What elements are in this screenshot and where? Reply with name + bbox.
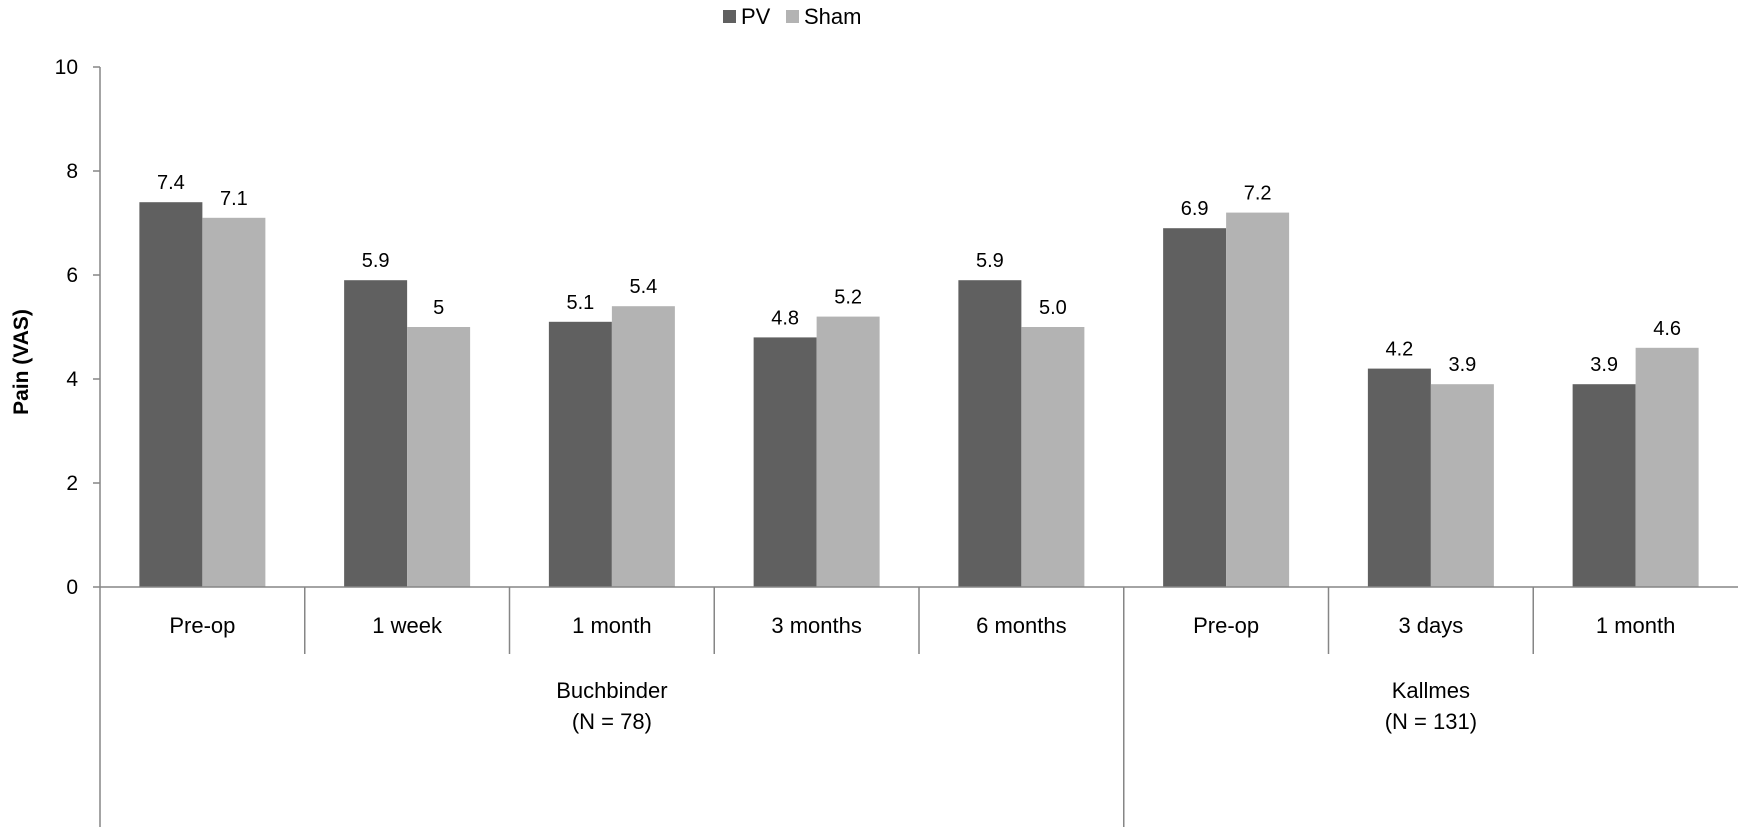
group-label: Kallmes xyxy=(1392,678,1470,703)
bar-pv-3 xyxy=(753,337,817,587)
y-tick-label: 0 xyxy=(66,576,78,599)
bar-sham-3 xyxy=(816,316,880,587)
bar-sham-2 xyxy=(611,306,675,587)
data-label-sham-7: 4.6 xyxy=(1653,318,1681,340)
x-axis: Pre-op 1 week 1 month 3 months 6 months Pre-o… xyxy=(100,586,1738,827)
bar-sham-4 xyxy=(1021,327,1085,587)
category-label: 6 months xyxy=(976,613,1067,638)
data-label-pv-5: 6.9 xyxy=(1181,198,1209,220)
data-label-pv-1: 5.9 xyxy=(362,250,390,272)
data-label-sham-5: 7.2 xyxy=(1244,183,1272,205)
data-label-sham-1: 5 xyxy=(433,297,444,319)
category-label: 3 months xyxy=(771,613,862,638)
bar-pv-7 xyxy=(1572,384,1636,587)
data-label-pv-2: 5.1 xyxy=(566,292,594,314)
y-tick-label: 10 xyxy=(55,56,78,79)
data-label-pv-6: 4.2 xyxy=(1385,339,1413,361)
data-label-pv-4: 5.9 xyxy=(976,250,1004,272)
category-label: Pre-op xyxy=(169,613,235,638)
group-label: Buchbinder xyxy=(556,678,667,703)
legend-label-pv: PV xyxy=(741,4,771,29)
category-label: 1 week xyxy=(372,613,443,638)
data-label-sham-0: 7.1 xyxy=(220,188,248,210)
bar-sham-0 xyxy=(202,217,266,588)
group-sublabel: (N = 131) xyxy=(1385,709,1477,734)
y-axis: 0 2 4 6 8 10 xyxy=(55,56,101,827)
data-label-sham-6: 3.9 xyxy=(1448,354,1476,376)
category-label: 3 days xyxy=(1398,613,1463,638)
y-tick-label: 8 xyxy=(66,160,78,183)
bar-pv-2 xyxy=(548,321,612,587)
data-label-sham-4: 5.0 xyxy=(1039,297,1067,319)
bar-sham-1 xyxy=(407,327,471,587)
category-label: 1 month xyxy=(572,613,652,638)
y-tick-label: 2 xyxy=(66,472,78,495)
legend-label-sham: Sham xyxy=(804,4,861,29)
legend: PV Sham xyxy=(723,4,861,29)
y-tick-label: 4 xyxy=(66,368,78,391)
data-label-sham-2: 5.4 xyxy=(629,276,657,298)
data-label-pv-7: 3.9 xyxy=(1590,354,1618,376)
y-tick-label: 6 xyxy=(66,264,78,287)
data-label-pv-3: 4.8 xyxy=(771,307,799,329)
bar-pv-6 xyxy=(1367,368,1431,587)
category-label: Pre-op xyxy=(1193,613,1259,638)
data-label-sham-3: 5.2 xyxy=(834,287,862,309)
bar-pv-1 xyxy=(344,280,408,587)
bar-sham-5 xyxy=(1226,212,1290,587)
bar-sham-7 xyxy=(1635,347,1699,587)
data-label-pv-0: 7.4 xyxy=(157,172,185,194)
y-axis-title: Pain (VAS) xyxy=(10,309,33,415)
bar-pv-0 xyxy=(139,202,203,587)
group-sublabel: (N = 78) xyxy=(572,709,652,734)
legend-swatch-sham xyxy=(786,10,799,23)
bar-sham-6 xyxy=(1430,384,1494,587)
legend-swatch-pv xyxy=(723,10,736,23)
bar-pv-5 xyxy=(1163,228,1227,587)
category-label: 1 month xyxy=(1596,613,1676,638)
bar-pv-4 xyxy=(958,280,1022,587)
plot-area: 7.4 7.1 5.9 5 5.1 5.4 4.8 5.2 5.9 5.0 6.9 7.2 4.2 3.9… xyxy=(139,172,1699,588)
